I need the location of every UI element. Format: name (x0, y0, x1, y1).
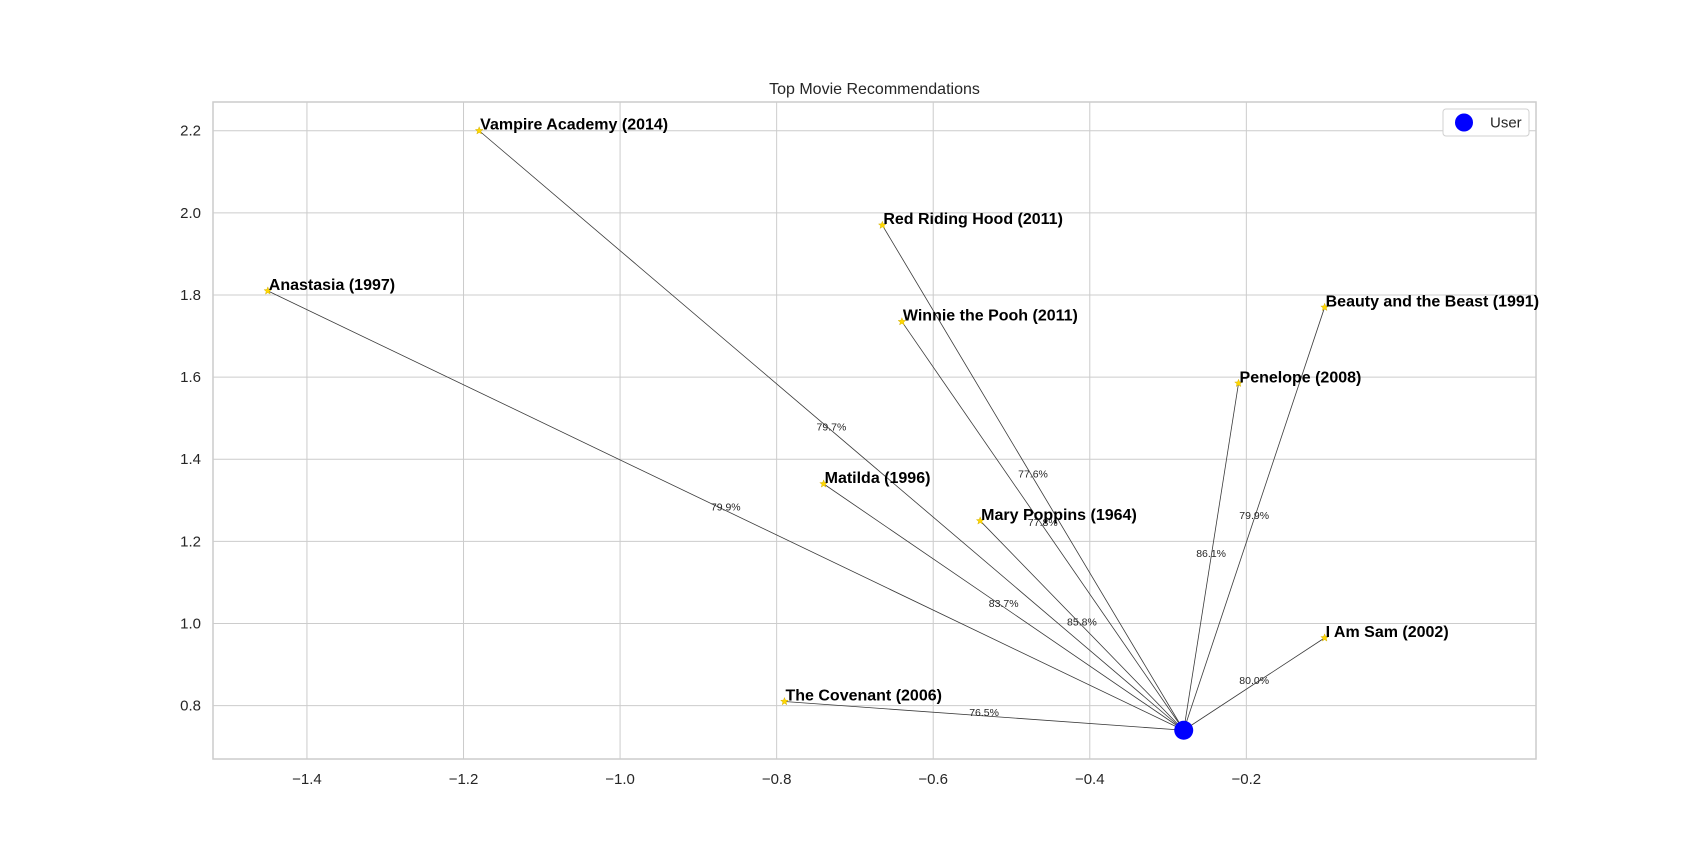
x-tick-label: −0.2 (1232, 771, 1262, 788)
x-tick-label: −0.6 (918, 771, 948, 788)
movie-label: Red Riding Hood (2011) (883, 211, 1063, 228)
movie-marker (263, 286, 273, 295)
movie-labels: Vampire Academy (2014) Red Riding Hood (2… (269, 117, 1539, 705)
grid (213, 102, 1536, 759)
x-tick-label: −1.4 (292, 771, 322, 788)
movie-label: Vampire Academy (2014) (480, 117, 668, 134)
y-tick-label: 1.4 (180, 451, 201, 468)
movie-marker (1234, 378, 1243, 387)
connector-line (1183, 637, 1325, 731)
legend-user-label: User (1490, 115, 1522, 132)
movie-label: The Covenant (2006) (785, 688, 941, 705)
legend: User (1442, 108, 1530, 137)
y-tick-label: 1.6 (180, 369, 201, 386)
connector-line (901, 321, 1185, 731)
x-tick-label: −0.8 (762, 771, 792, 788)
movie-label: Mary Poppins (1964) (981, 507, 1137, 524)
movie-label: Matilda (1996) (825, 470, 931, 487)
movie-marker (1320, 302, 1329, 312)
legend-user-marker (1455, 113, 1473, 132)
user-point (1174, 720, 1194, 740)
movie-marker (474, 126, 484, 135)
connector-line (1183, 383, 1239, 731)
y-tick-label: 2.2 (180, 123, 201, 140)
movie-label: I Am Sam (2002) (1326, 624, 1449, 641)
similarity-label: 77.8% (1028, 517, 1058, 529)
connector-line (1183, 307, 1326, 731)
similarity-labels: 79.7% 77.6% 79.9% 77.8% 79.9% 86.1% 83.7% 85.8%… (711, 422, 1269, 719)
movie-label: Beauty and the Beast (1991) (1326, 293, 1539, 310)
movie-marker (819, 479, 828, 488)
similarity-label: 79.7% (817, 422, 847, 434)
movie-label: Penelope (2008) (1240, 369, 1362, 386)
similarity-label: 77.6% (1018, 469, 1048, 481)
connector-line (823, 483, 1184, 731)
movie-label: Anastasia (1997) (269, 277, 395, 294)
similarity-label: 83.7% (989, 598, 1019, 610)
y-tick-label: 0.8 (180, 698, 201, 715)
connector-line (784, 701, 1184, 731)
similarity-label: 79.9% (1239, 510, 1269, 522)
axis-ticks: −1.4 −1.2 −1.0 −0.8 −0.6 −0.4 −0.2 0.8 1.0 1.2 1.4… (180, 123, 1261, 788)
chart-title: Top Movie Recommendations (769, 81, 980, 98)
movie-markers (263, 126, 1329, 706)
similarity-label: 85.8% (1067, 617, 1097, 629)
movie-marker (877, 220, 887, 229)
plot-frame (212, 101, 1537, 760)
y-tick-label: 1.0 (180, 615, 201, 632)
user-marker (1174, 720, 1194, 740)
x-tick-label: −0.4 (1075, 771, 1105, 788)
connector-lines (267, 130, 1326, 731)
similarity-label: 76.5% (969, 707, 999, 719)
movie-marker (897, 317, 907, 326)
y-tick-label: 1.8 (180, 287, 201, 304)
movie-marker (975, 516, 985, 525)
y-tick-label: 2.0 (180, 205, 201, 222)
movie-label: Winnie the Pooh (2011) (903, 308, 1078, 325)
y-tick-label: 1.2 (180, 533, 201, 550)
movie-marker (780, 696, 789, 706)
similarity-label: 86.1% (1196, 548, 1226, 560)
connector-line (881, 224, 1185, 731)
similarity-label: 79.9% (711, 502, 741, 514)
similarity-label: 80.0% (1239, 675, 1269, 687)
x-tick-label: −1.0 (605, 771, 635, 788)
movie-marker (1320, 633, 1329, 642)
x-tick-label: −1.2 (449, 771, 479, 788)
connector-line (267, 290, 1184, 731)
connector-line (478, 130, 1184, 731)
connector-line (979, 520, 1185, 731)
